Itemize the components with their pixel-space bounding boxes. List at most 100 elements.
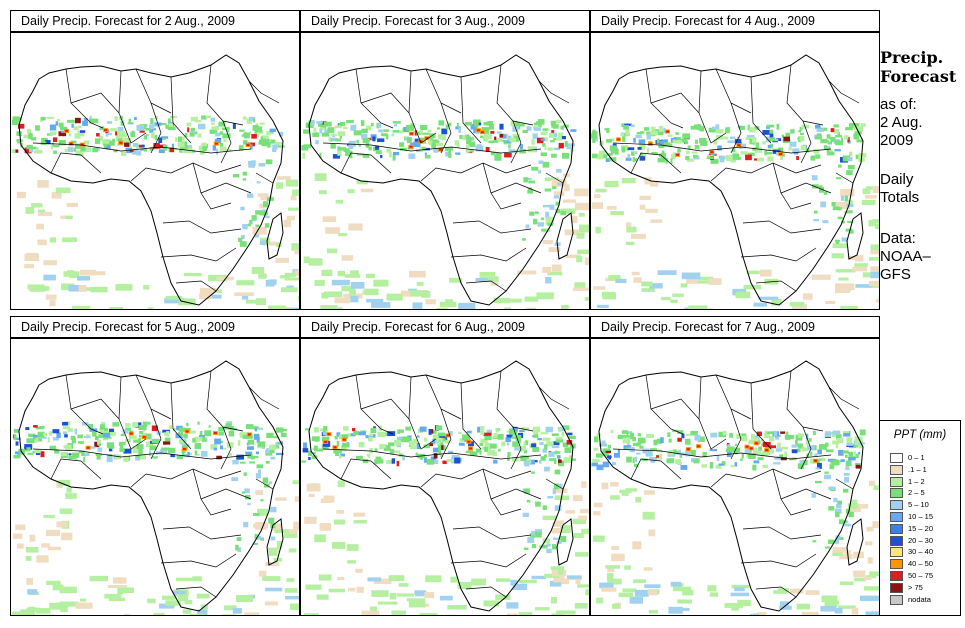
precip-core	[745, 445, 749, 448]
precip-cell	[570, 215, 578, 223]
precip-cell	[292, 480, 299, 485]
precip-cell	[467, 137, 474, 141]
precip-cell	[593, 286, 606, 290]
precip-cell	[29, 534, 36, 542]
precip-cell	[264, 223, 270, 228]
precip-cell	[266, 448, 271, 454]
precip-cell	[621, 177, 636, 184]
precip-cell	[480, 135, 484, 139]
precip-cell	[797, 433, 801, 438]
precip-cell	[25, 207, 35, 214]
precip-cell	[59, 508, 73, 514]
precip-cell	[552, 544, 557, 550]
precip-cell	[32, 450, 37, 454]
precip-cell	[818, 186, 825, 193]
precip-cell	[547, 271, 563, 276]
precip-cell	[71, 123, 74, 128]
precip-cell	[15, 437, 21, 441]
precip-cell	[670, 299, 678, 303]
precip-cell	[855, 453, 859, 459]
precip-cell	[511, 456, 519, 462]
precip-cell	[178, 439, 184, 444]
precip-cell	[762, 464, 768, 469]
precip-cell	[546, 441, 554, 447]
precip-cell	[548, 451, 555, 457]
precip-cell	[92, 118, 99, 124]
legend-label: 10 – 15	[908, 512, 934, 521]
precip-cell	[848, 456, 856, 461]
precip-cell	[115, 284, 133, 291]
precip-cell	[470, 124, 478, 130]
legend-label: > 75	[908, 582, 923, 592]
precip-cell	[245, 424, 254, 429]
precip-cell	[721, 136, 729, 140]
legend-item: > 75	[890, 582, 956, 594]
precip-cell	[846, 437, 853, 444]
precip-cell	[310, 119, 315, 126]
africa-precip-map	[11, 54, 299, 309]
precip-cell	[254, 533, 258, 540]
precip-cell	[253, 426, 259, 430]
country-border	[510, 120, 522, 164]
precip-cell	[864, 541, 873, 546]
precip-cell	[529, 211, 535, 216]
precip-cell	[302, 152, 306, 159]
precip-core	[185, 430, 189, 433]
precip-cell	[242, 224, 248, 230]
precip-cell	[270, 456, 276, 460]
precip-cell	[498, 448, 501, 452]
precip-cell	[554, 469, 561, 475]
precip-cell	[606, 206, 617, 210]
precip-cell	[258, 273, 267, 279]
precip-cell	[527, 146, 535, 151]
precip-cell	[867, 557, 873, 564]
precip-cell	[231, 477, 239, 482]
precip-cell	[844, 454, 848, 458]
precip-cell	[88, 118, 95, 124]
precip-cell	[542, 267, 552, 273]
precip-cell	[830, 460, 834, 464]
precip-cell	[592, 535, 605, 542]
precip-cell	[517, 123, 525, 127]
precip-cell	[533, 429, 539, 435]
precip-cell	[624, 435, 633, 440]
precip-cell	[232, 459, 239, 465]
precip-cell	[436, 440, 441, 446]
precip-cell	[699, 126, 705, 132]
precip-cell	[80, 598, 87, 602]
precip-cell	[561, 431, 565, 437]
precip-cell	[540, 432, 549, 435]
precip-cell	[490, 151, 496, 156]
precip-cell	[132, 421, 139, 428]
precip-cell	[143, 284, 150, 290]
precip-cell	[716, 455, 720, 461]
precip-cell	[564, 229, 580, 236]
precip-cell	[107, 453, 113, 459]
precip-cell	[52, 137, 58, 143]
precip-cell	[525, 307, 537, 309]
legend-item: .1 – 1	[890, 464, 956, 476]
precip-cell	[52, 429, 60, 434]
precip-cell	[117, 130, 125, 136]
precip-cell	[547, 222, 553, 226]
precip-cell	[260, 537, 264, 541]
precip-cell	[138, 448, 143, 454]
precip-cell	[119, 587, 134, 593]
precip-cell	[312, 452, 316, 455]
precip-cell	[58, 140, 66, 146]
precip-cell	[732, 153, 740, 160]
precip-cell	[55, 121, 59, 126]
precip-cell	[486, 429, 493, 436]
precip-cell	[150, 118, 154, 125]
precip-cell	[816, 133, 822, 136]
precip-cell	[646, 433, 654, 438]
precip-cell	[393, 450, 401, 453]
precip-cell	[171, 143, 174, 148]
precip-cell	[378, 129, 384, 133]
country-border	[730, 408, 742, 460]
precip-cell	[553, 147, 561, 151]
precip-cell	[544, 466, 550, 472]
precip-cell	[823, 474, 831, 480]
precip-cell	[139, 431, 144, 434]
forecast-panel-1: Daily Precip. Forecast for 2 Aug., 2009	[10, 10, 300, 310]
